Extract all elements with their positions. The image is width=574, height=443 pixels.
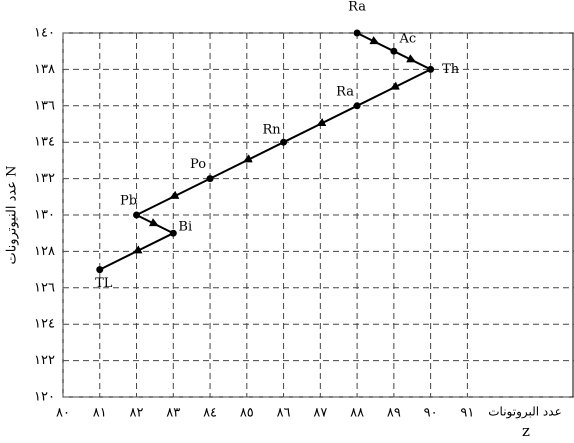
point-label: Po: [190, 157, 206, 172]
line: [99, 32, 433, 271]
x-tick-label: ٩١: [460, 406, 474, 421]
point-label: TL: [95, 276, 113, 291]
y-tick-label: ١٢٠: [34, 390, 55, 405]
x-tick-label: ٩٠: [424, 406, 438, 421]
point: [206, 175, 214, 183]
x-axis-label-extra: عدد البروتونات: [488, 405, 561, 419]
y-tick-label: ١٣٦: [34, 98, 55, 113]
x-tick-label: ٨٢: [130, 406, 144, 421]
y-tick-label: ١٢٨: [34, 244, 55, 259]
y-tick-label: ١٣٠: [34, 208, 55, 223]
point-label: Bi: [178, 220, 192, 235]
point: [353, 102, 361, 110]
point: [280, 138, 288, 146]
x-tick-label: ٨١: [93, 406, 107, 421]
point: [96, 266, 104, 274]
y-axis-label: عدد النيوترونات N: [5, 165, 20, 264]
point: [427, 65, 435, 73]
x-tick-label: ٨٦: [277, 406, 291, 421]
point: [133, 211, 141, 219]
point-label: Rn: [262, 123, 281, 138]
point-label: Ra: [336, 84, 354, 99]
y-tick-label: ١٣٨: [34, 62, 55, 77]
x-tick-label: ٨٨: [350, 406, 364, 421]
y-tick-label: ١٣٤: [34, 135, 55, 150]
y-tick-label: ١٣٢: [34, 171, 55, 186]
x-tick-label: ٨٠: [56, 406, 70, 421]
point-label: Th: [442, 62, 460, 77]
x-tick-label: ٨٧: [313, 406, 327, 421]
point-label: Ra: [348, 0, 366, 15]
point-label: Ac: [399, 32, 417, 47]
point: [353, 29, 361, 37]
x-tick-label: ٨٣: [166, 406, 180, 421]
x-axis-label: z: [522, 422, 530, 440]
point: [390, 47, 398, 55]
point: [169, 229, 177, 237]
x-tick-label: ٨٤: [203, 406, 217, 421]
y-tick-label: ١٤٠: [34, 26, 55, 41]
point-label: Pb: [120, 194, 137, 209]
y-tick-label: ١٢٢: [34, 353, 55, 368]
y-tick-label: ١٢٦: [34, 280, 55, 295]
x-tick-label: ٨٩: [387, 406, 401, 421]
x-tick-label: ٨٥: [240, 406, 254, 421]
y-tick-label: ١٢٤: [34, 317, 55, 332]
